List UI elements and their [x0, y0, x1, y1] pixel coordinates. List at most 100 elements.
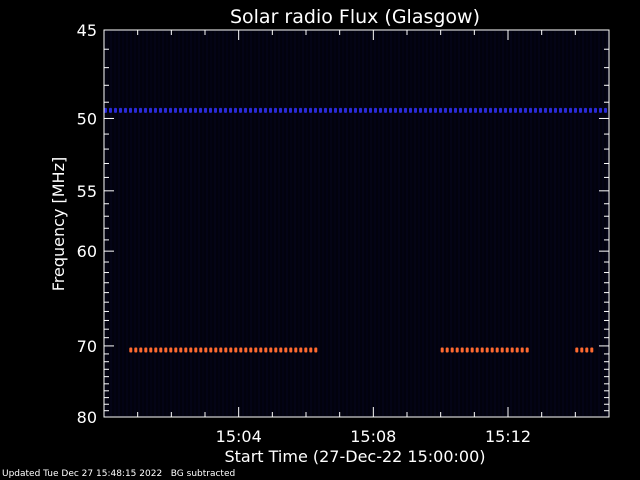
texture-streak [506, 31, 508, 416]
texture-streak [362, 31, 364, 416]
texture-streak [126, 31, 128, 416]
band-segment [440, 347, 444, 353]
texture-streak [310, 31, 312, 416]
texture-streak [566, 31, 568, 416]
band-segment [500, 347, 504, 353]
band-segment [139, 347, 143, 353]
band-segment [249, 107, 252, 113]
band-segment [369, 107, 372, 113]
y-tick-label: 55 [77, 182, 97, 201]
texture-streak [370, 31, 372, 416]
texture-streak [246, 31, 248, 416]
band-segment [374, 107, 377, 113]
texture-streak [426, 31, 428, 416]
band-segment [329, 107, 332, 113]
band-segment [564, 107, 567, 113]
band-segment [154, 347, 158, 353]
texture-streak [306, 31, 308, 416]
band-segment [164, 347, 168, 353]
band-segment [159, 107, 162, 113]
band-segment [259, 347, 263, 353]
texture-streak [206, 31, 208, 416]
texture-streak [354, 31, 356, 416]
band-segment [189, 107, 192, 113]
band-segment [349, 107, 352, 113]
texture-streak [578, 31, 580, 416]
texture-streak [134, 31, 136, 416]
band-segment [104, 107, 107, 113]
band-segment [209, 347, 213, 353]
y-tick-label: 70 [77, 337, 97, 356]
band-segment [524, 107, 527, 113]
band-segment [589, 107, 592, 113]
texture-streak [358, 31, 360, 416]
band-segment [314, 107, 317, 113]
band-segment [159, 347, 163, 353]
band-segment [510, 347, 514, 353]
band-segment [264, 347, 268, 353]
texture-streak [378, 31, 380, 416]
band-segment [475, 347, 479, 353]
band-segment [304, 107, 307, 113]
texture-streak [366, 31, 368, 416]
texture-streak [286, 31, 288, 416]
texture-streak [386, 31, 388, 416]
band-segment [505, 347, 509, 353]
band-segment [569, 107, 572, 113]
band-segment [590, 347, 594, 353]
band-segment [109, 107, 112, 113]
band-segment [314, 347, 318, 353]
texture-streak [162, 31, 164, 416]
band-segment [445, 347, 449, 353]
texture-streak [250, 31, 252, 416]
band-segment [174, 347, 178, 353]
texture-streak [522, 31, 524, 416]
texture-streak [382, 31, 384, 416]
texture-streak [330, 31, 332, 416]
band-segment [284, 347, 288, 353]
texture-streak [530, 31, 532, 416]
band-segment [224, 107, 227, 113]
texture-streak [542, 31, 544, 416]
band-segment [149, 347, 153, 353]
plot-frame [103, 29, 610, 418]
band-segment [244, 347, 248, 353]
band-segment [284, 107, 287, 113]
band-segment [480, 347, 484, 353]
texture-streak [598, 31, 600, 416]
band-segment [254, 107, 257, 113]
band-segment [404, 107, 407, 113]
band-segment [424, 107, 427, 113]
texture-streak [166, 31, 168, 416]
y-tick-label: 80 [77, 408, 97, 427]
texture-streak [586, 31, 588, 416]
band-segment [354, 107, 357, 113]
band-segment [189, 347, 193, 353]
texture-streak [430, 31, 432, 416]
band-segment [304, 347, 308, 353]
band-segment [479, 107, 482, 113]
band-segment [259, 107, 262, 113]
band-segment [334, 107, 337, 113]
y-axis: 45 50 55 60 70 80 [77, 21, 609, 427]
texture-streak [290, 31, 292, 416]
band-segment [474, 107, 477, 113]
band-segment [444, 107, 447, 113]
band-segment [209, 107, 212, 113]
band-segment [389, 107, 392, 113]
band-segment [234, 347, 238, 353]
texture-streak [318, 31, 320, 416]
texture-streak [494, 31, 496, 416]
texture-streak [174, 31, 176, 416]
band-segment [179, 347, 183, 353]
band-segment [494, 107, 497, 113]
band-segment [134, 107, 137, 113]
bg-note: BG subtracted [170, 469, 236, 479]
texture-streak [270, 31, 272, 416]
texture-streak [582, 31, 584, 416]
texture-streak [242, 31, 244, 416]
band-segment [174, 107, 177, 113]
band-segment [449, 107, 452, 113]
texture-streak [446, 31, 448, 416]
